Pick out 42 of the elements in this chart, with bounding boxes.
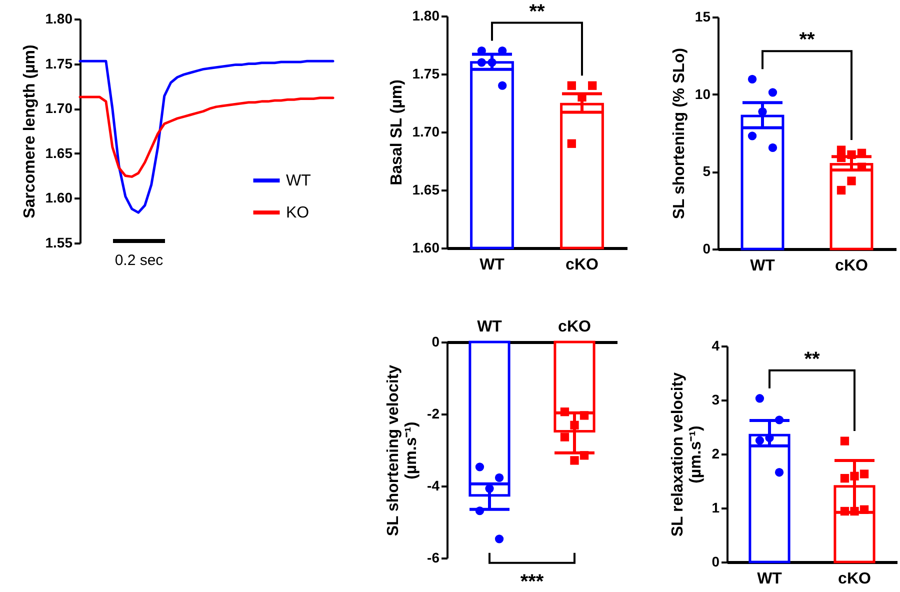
y-tick-label: 5 bbox=[702, 163, 711, 180]
y-tick-label: 1 bbox=[712, 500, 720, 516]
y-tick-label: 10 bbox=[694, 86, 711, 102]
y-tick-label: 1.75 bbox=[412, 66, 440, 82]
x-tick-label: WT bbox=[480, 256, 505, 274]
y-axis-title: Basal SL (µm) bbox=[388, 80, 406, 186]
annotation: ** bbox=[799, 29, 815, 52]
y-tick-label: 1.60 bbox=[412, 240, 440, 256]
annotation: ** bbox=[529, 0, 545, 23]
x-tick-label: WT bbox=[750, 258, 776, 274]
annotation: ** bbox=[804, 348, 820, 370]
y-axis-title: SL shortening velocity (µm.s⁻¹) bbox=[385, 364, 420, 536]
y-tick-label: -2 bbox=[427, 406, 440, 422]
y-tick-label: 0 bbox=[712, 554, 720, 570]
y-tick-label: 3 bbox=[712, 392, 720, 408]
y-tick-label: 4 bbox=[712, 338, 720, 354]
y-tick-label: 1.80 bbox=[412, 8, 440, 24]
y-axis-title: SL relaxation velocity (µm.s⁻¹) bbox=[670, 372, 705, 537]
y-tick-label: 2 bbox=[712, 446, 720, 462]
x-tick-label: cKO bbox=[558, 318, 591, 336]
text: 0.2 sec bbox=[114, 252, 164, 269]
legend-label: WT bbox=[286, 172, 312, 190]
y-tick-label: 0 bbox=[432, 334, 440, 350]
x-tick-label: cKO bbox=[566, 256, 598, 274]
y-tick-label: 15 bbox=[694, 8, 711, 24]
y-tick-label: 1.65 bbox=[412, 182, 440, 198]
y-tick-label: 1.80 bbox=[45, 10, 73, 26]
y-tick-label: 1.70 bbox=[412, 124, 440, 140]
legend-label: KO bbox=[286, 204, 310, 222]
y-tick-label: 1.70 bbox=[45, 100, 73, 116]
y-tick-label: 0 bbox=[702, 240, 711, 256]
y-tick-label: 1.55 bbox=[45, 234, 73, 250]
text: *** bbox=[520, 570, 544, 592]
y-tick-label: 1.65 bbox=[45, 144, 73, 161]
y-axis-title: Sarcomere length (µm) bbox=[21, 44, 38, 218]
y-tick-label: 1.60 bbox=[45, 190, 73, 206]
y-axis-title: SL shortening (% SLo) bbox=[670, 48, 688, 220]
x-tick-label: cKO bbox=[838, 570, 871, 588]
y-tick-label: -6 bbox=[427, 550, 440, 566]
y-tick-label: -4 bbox=[427, 478, 440, 494]
x-tick-label: cKO bbox=[835, 258, 868, 274]
y-tick-label: 1.75 bbox=[45, 55, 73, 72]
